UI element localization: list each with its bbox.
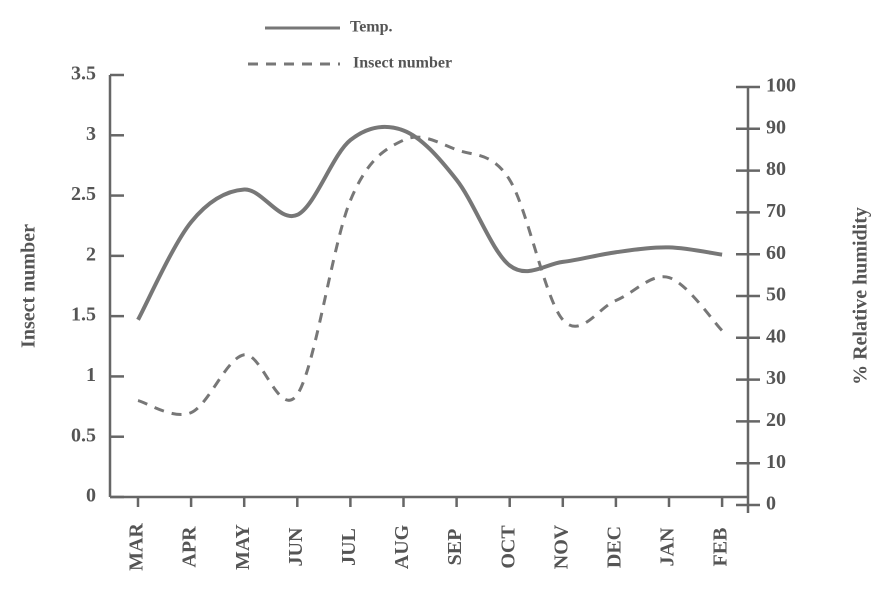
y2-tick-label: 100 [766, 75, 796, 97]
x-tick-label: JAN [657, 527, 679, 566]
y-tick-label: 3.5 [71, 63, 96, 85]
y2-tick-label: 90 [766, 116, 786, 138]
x-tick-label: MAR [126, 523, 148, 571]
legend-label: Insect number [353, 55, 452, 72]
x-tick-label: SEP [444, 529, 466, 566]
series-line [136, 124, 723, 321]
y-tick-label: 0.5 [71, 424, 96, 446]
y-tick-label: 0 [86, 485, 96, 507]
y2-tick-label: 60 [766, 242, 786, 264]
x-tick-label: MAY [232, 523, 254, 569]
series-line [137, 135, 724, 416]
y-tick-label: 1 [86, 364, 96, 386]
x-tick-label: APR [179, 526, 201, 568]
y2-tick-label: 80 [766, 158, 786, 180]
y-tick-label: 2 [86, 243, 96, 265]
x-tick-label: OCT [497, 525, 519, 569]
y-tick-label: 2.5 [71, 183, 96, 205]
y2-tick-label: 10 [766, 451, 786, 473]
y-axis-label: Insect number [18, 224, 40, 348]
y2-tick-label: 20 [766, 409, 786, 431]
y2-tick-label: 0 [766, 493, 776, 515]
x-tick-label: DEC [603, 526, 625, 568]
y2-tick-label: 50 [766, 284, 786, 306]
y-tick-label: 1.5 [71, 304, 96, 326]
x-tick-label: NOV [550, 524, 572, 569]
y2-tick-label: 70 [766, 200, 786, 222]
y-tick-label: 3 [86, 123, 96, 145]
x-tick-label: JUN [285, 527, 307, 566]
x-tick-label: JUL [338, 528, 360, 566]
y2-tick-label: 30 [766, 367, 786, 389]
x-tick-label: AUG [391, 524, 413, 569]
x-tick-label: FEB [710, 528, 732, 567]
y2-axis-label: % Relative humidity [850, 207, 872, 385]
legend-label: Temp. [350, 19, 393, 36]
y2-tick-label: 40 [766, 325, 786, 347]
